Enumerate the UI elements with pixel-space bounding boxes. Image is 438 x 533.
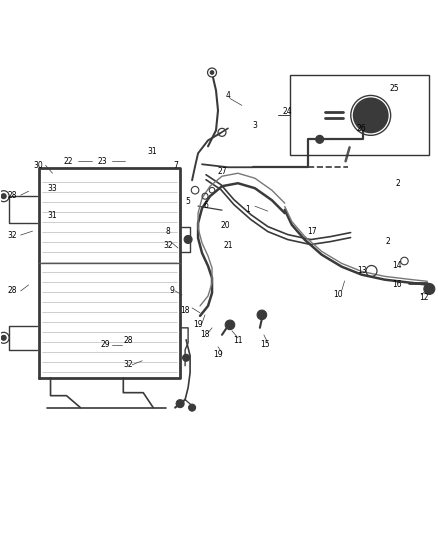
Text: 25: 25	[390, 84, 399, 93]
Text: 7: 7	[174, 161, 179, 170]
Circle shape	[353, 98, 389, 133]
Circle shape	[1, 193, 6, 199]
Circle shape	[316, 135, 324, 143]
Circle shape	[257, 310, 267, 320]
Text: 10: 10	[333, 290, 343, 300]
Text: 6: 6	[204, 200, 208, 209]
Text: 20: 20	[220, 221, 230, 230]
Text: 8: 8	[166, 227, 170, 236]
Text: 1: 1	[246, 205, 250, 214]
Text: 16: 16	[392, 280, 402, 289]
Text: 17: 17	[307, 227, 317, 236]
Text: 5: 5	[186, 197, 191, 206]
Text: 30: 30	[34, 161, 43, 170]
Text: 29: 29	[101, 340, 110, 349]
Text: 18: 18	[200, 330, 210, 340]
Text: 32: 32	[8, 231, 18, 239]
Text: 3: 3	[252, 121, 257, 130]
Circle shape	[424, 284, 435, 294]
Text: 19: 19	[193, 320, 203, 329]
Text: 32: 32	[124, 360, 133, 369]
Text: 33: 33	[48, 184, 57, 193]
Text: 12: 12	[420, 294, 429, 302]
Text: 4: 4	[226, 91, 230, 100]
Circle shape	[176, 400, 184, 408]
Text: 21: 21	[223, 240, 233, 249]
Text: 28: 28	[8, 286, 18, 295]
Circle shape	[210, 71, 214, 74]
Text: 11: 11	[233, 336, 243, 345]
Text: 31: 31	[148, 147, 157, 156]
Text: 2: 2	[385, 237, 390, 246]
Text: 31: 31	[48, 211, 57, 220]
Text: 22: 22	[64, 157, 73, 166]
Text: 9: 9	[170, 286, 175, 295]
Text: 24: 24	[283, 107, 293, 116]
Circle shape	[225, 320, 235, 329]
Text: 2: 2	[395, 179, 400, 188]
Text: 19: 19	[213, 350, 223, 359]
Text: 28: 28	[8, 191, 18, 200]
Text: 23: 23	[98, 157, 107, 166]
Text: 28: 28	[124, 336, 133, 345]
Circle shape	[183, 354, 190, 361]
Text: 18: 18	[180, 306, 190, 316]
Text: 13: 13	[357, 266, 366, 276]
Circle shape	[362, 107, 380, 124]
Circle shape	[1, 335, 6, 340]
Circle shape	[184, 236, 192, 244]
Text: 26: 26	[357, 124, 366, 133]
Text: 27: 27	[217, 167, 227, 176]
Text: 14: 14	[392, 261, 402, 270]
Circle shape	[189, 404, 196, 411]
Text: 15: 15	[260, 340, 270, 349]
Text: 32: 32	[163, 240, 173, 249]
